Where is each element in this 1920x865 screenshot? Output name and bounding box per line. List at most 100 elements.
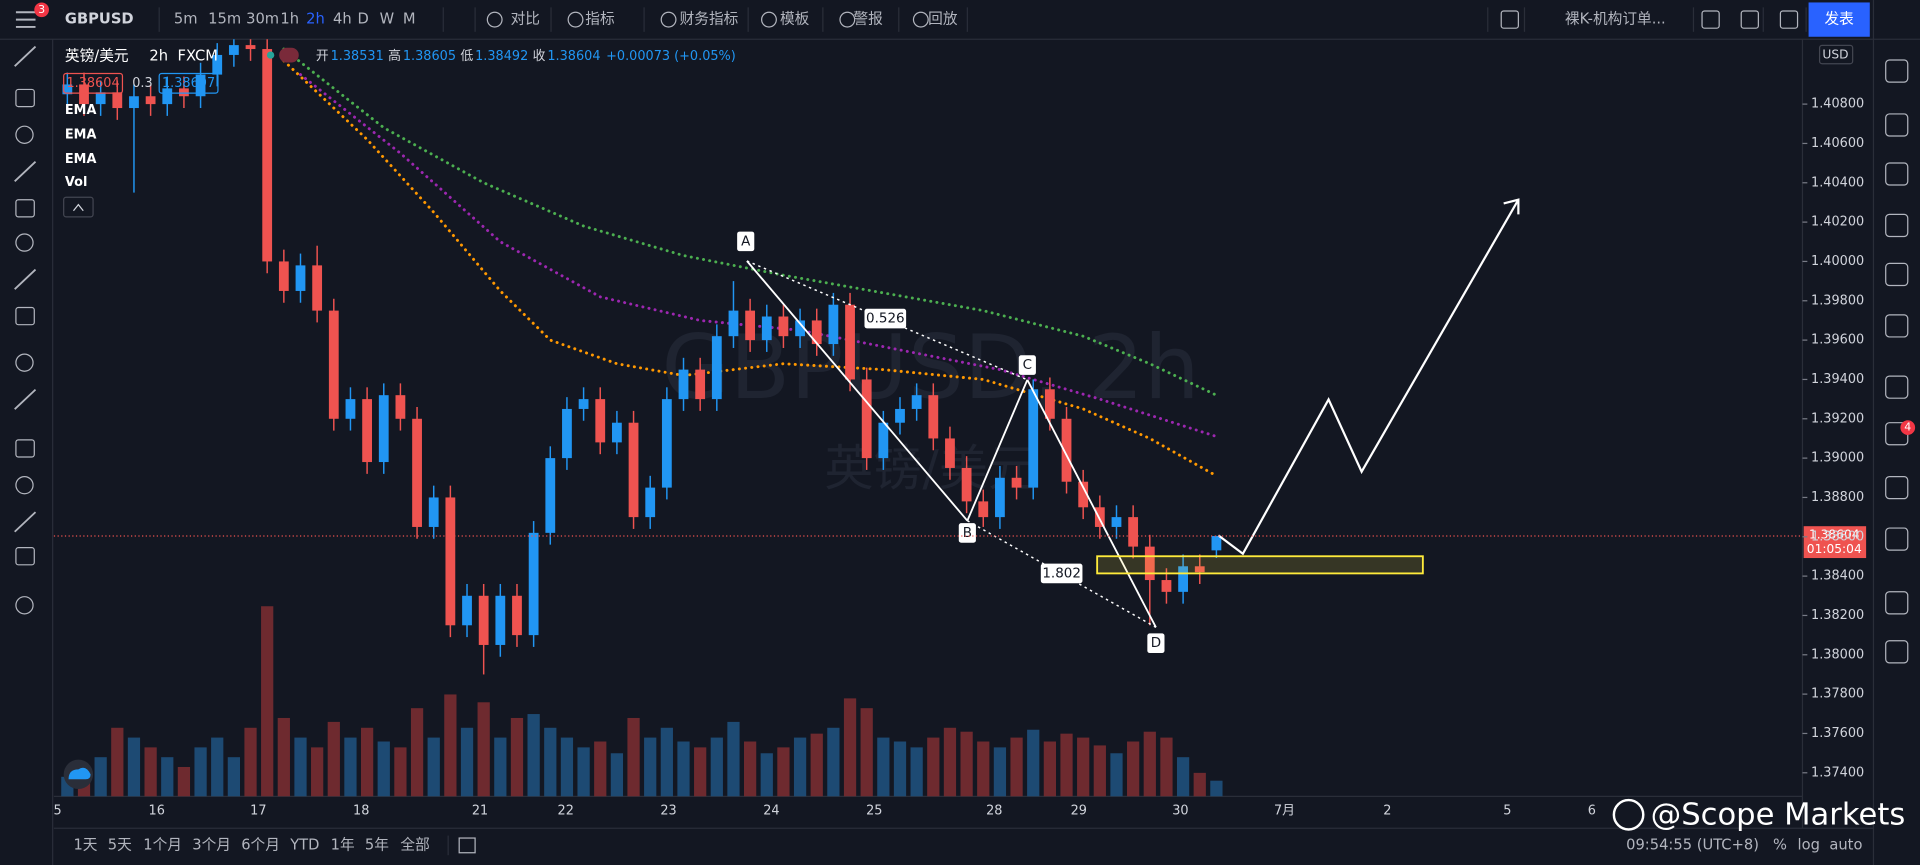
tool-icon[interactable] xyxy=(14,388,37,410)
range-button[interactable]: 1个月 xyxy=(143,836,182,853)
pattern-point-box xyxy=(737,231,755,252)
range-button[interactable]: 全部 xyxy=(400,835,429,853)
candle-body xyxy=(278,261,289,291)
tool-icon[interactable] xyxy=(15,199,35,218)
projection-arrowhead xyxy=(1503,198,1520,215)
volume-bar xyxy=(477,702,490,797)
indicator-name[interactable]: EMA xyxy=(65,127,97,142)
panel-icon[interactable] xyxy=(1885,113,1909,137)
panel-icon[interactable] xyxy=(1885,527,1909,551)
tool-icon[interactable] xyxy=(15,596,34,615)
range-button[interactable]: 3个月 xyxy=(192,836,231,853)
volume-bar xyxy=(327,721,340,797)
indicator-name[interactable]: EMA xyxy=(65,152,97,167)
publish-button[interactable] xyxy=(1808,2,1870,37)
x-tick-label: 5 xyxy=(1503,804,1511,819)
panel-icon[interactable] xyxy=(1885,262,1909,287)
panel-icon[interactable] xyxy=(1885,162,1909,186)
panel-icon[interactable] xyxy=(1885,475,1909,500)
tool-icon[interactable] xyxy=(15,88,35,108)
candle-body xyxy=(911,395,922,409)
interval[interactable]: 5m xyxy=(174,11,198,28)
tool-icon[interactable] xyxy=(15,125,34,144)
candle-body xyxy=(245,45,256,50)
volume-bar xyxy=(577,747,590,797)
collapse-button[interactable] xyxy=(63,196,94,218)
tool-icon[interactable] xyxy=(15,475,34,495)
toolbar-button[interactable]: 警报 xyxy=(853,11,883,28)
symbol[interactable]: GBPUSD xyxy=(65,11,134,28)
market-status xyxy=(266,51,275,59)
toolbar-button[interactable]: 回放 xyxy=(928,11,958,28)
y-tick-label: 1.38200 xyxy=(1811,608,1864,623)
scale-option[interactable]: auto xyxy=(1829,836,1862,853)
interval[interactable]: 2h xyxy=(306,11,325,28)
x-tick-label: 7月 xyxy=(1274,804,1295,819)
tool-icon[interactable] xyxy=(15,233,34,252)
x-tick-label: 25 xyxy=(866,804,882,819)
candle-body xyxy=(545,458,556,533)
tool-icon[interactable] xyxy=(14,45,37,67)
y-tick-label: 1.39400 xyxy=(1811,372,1864,387)
panel-icon[interactable] xyxy=(1885,213,1909,238)
range-button[interactable]: 5年 xyxy=(365,836,389,853)
candle-body xyxy=(578,399,589,409)
scale-option[interactable]: log xyxy=(1798,836,1820,853)
panel-icon[interactable] xyxy=(1885,314,1909,338)
interval[interactable]: W xyxy=(380,11,395,28)
range-button[interactable]: 1年 xyxy=(331,836,355,853)
pattern-ratio-line xyxy=(746,260,1028,381)
date-range-icon[interactable] xyxy=(458,837,476,854)
interval[interactable]: 4h xyxy=(333,11,352,28)
interval[interactable]: M xyxy=(403,11,416,28)
interval[interactable]: 1h xyxy=(280,11,299,28)
tool-icon[interactable] xyxy=(14,161,37,183)
y-tick-label: 1.38800 xyxy=(1811,490,1864,505)
panel-icon[interactable] xyxy=(1885,375,1909,399)
panel-icon[interactable] xyxy=(1885,59,1909,83)
tool-icon[interactable] xyxy=(14,511,37,533)
toolbar-icon[interactable] xyxy=(1779,10,1799,29)
toolbar-button[interactable]: 模板 xyxy=(780,10,810,28)
tool-icon[interactable] xyxy=(15,439,35,458)
ratio-box xyxy=(864,308,907,329)
tool-icon[interactable] xyxy=(14,268,37,290)
range-button[interactable]: YTD xyxy=(289,836,319,853)
scale-option[interactable]: % xyxy=(1773,836,1787,853)
candle-body xyxy=(345,399,356,419)
interval[interactable]: 15m xyxy=(208,11,241,28)
toolbar-button[interactable]: 指标 xyxy=(585,11,615,28)
interval[interactable]: D xyxy=(358,11,369,28)
y-tick-label: 1.40600 xyxy=(1811,136,1864,151)
x-tick-label: 2 xyxy=(1383,804,1391,819)
toolbar-icon[interactable] xyxy=(1500,10,1519,29)
volume-bar xyxy=(194,747,207,797)
indicator-name[interactable]: EMA xyxy=(65,103,97,118)
interval[interactable]: 30m xyxy=(246,11,279,28)
toolbar-button[interactable]: 对比 xyxy=(511,11,540,28)
spread: 0.3 xyxy=(132,76,152,91)
volume-bar xyxy=(793,737,807,797)
tool-icon[interactable] xyxy=(15,353,34,372)
panel-icon[interactable] xyxy=(1885,640,1909,664)
candle-body xyxy=(112,92,123,109)
toolbar-icon[interactable] xyxy=(1740,10,1759,29)
candle-body xyxy=(445,497,456,626)
publish-label[interactable]: 发表 xyxy=(1824,11,1854,28)
bid-box[interactable] xyxy=(63,72,124,94)
tool-icon[interactable] xyxy=(15,547,35,566)
candle-body xyxy=(761,316,772,341)
ask-box[interactable] xyxy=(158,72,219,94)
volume-bar xyxy=(211,737,224,797)
panel-icon[interactable] xyxy=(1885,591,1909,615)
toolbar-icon[interactable] xyxy=(1701,10,1720,29)
range-button[interactable]: 1天 xyxy=(73,836,97,853)
tool-icon[interactable] xyxy=(15,306,35,326)
toolbar-button[interactable]: 财务指标 xyxy=(680,11,739,28)
range-button[interactable]: 6个月 xyxy=(241,836,280,853)
y-tick-label: 1.37600 xyxy=(1811,726,1864,741)
indicator-name[interactable]: Vol xyxy=(65,175,87,190)
layout-name[interactable]: 裸K-机构订单... xyxy=(1565,11,1666,28)
range-button[interactable]: 5天 xyxy=(108,836,132,853)
